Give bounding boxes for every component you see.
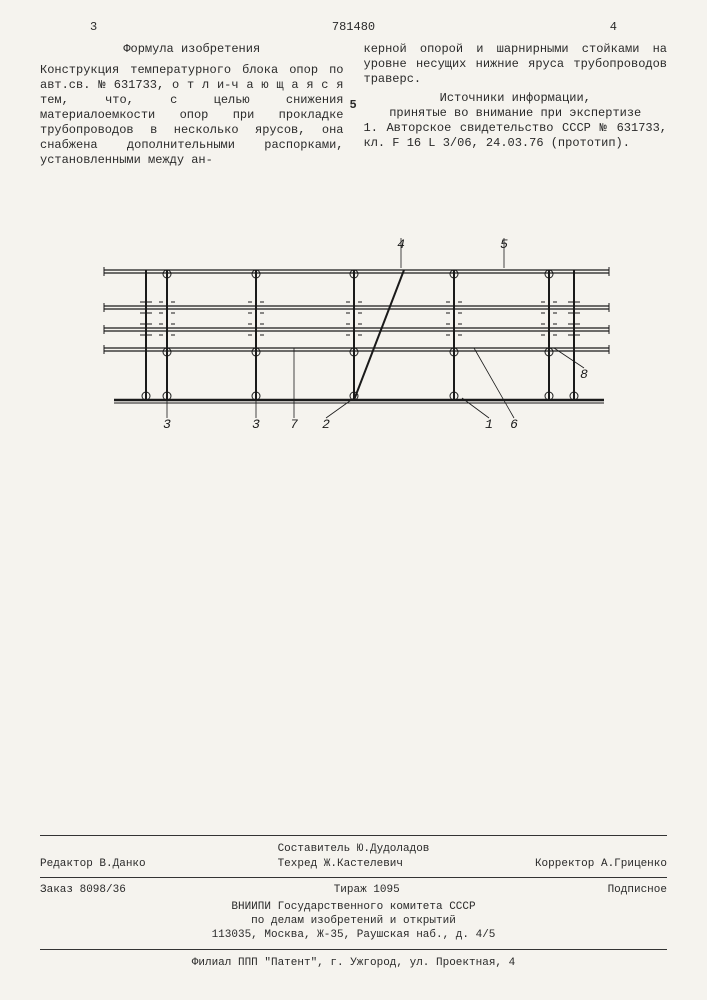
svg-text:6: 6 bbox=[510, 417, 518, 432]
order-number: Заказ 8098/36 bbox=[40, 884, 126, 896]
figure-svg: 1 2 3 3 4 5 6 7 8 bbox=[94, 228, 614, 458]
svg-text:3: 3 bbox=[252, 417, 260, 432]
right-column: 5 керной опорой и шарнирными стойками на… bbox=[364, 42, 668, 168]
right-p1: керной опорой и шарнирными стойками на у… bbox=[364, 42, 668, 87]
svg-text:8: 8 bbox=[580, 367, 588, 382]
left-column: Формула изобретения Конструкция температ… bbox=[40, 42, 344, 168]
divider bbox=[40, 835, 667, 836]
svg-text:7: 7 bbox=[290, 417, 298, 432]
svg-text:2: 2 bbox=[322, 417, 330, 432]
line-marker: 5 bbox=[350, 98, 357, 113]
corrector: Корректор А.Гриценко bbox=[535, 857, 667, 871]
compiler: Составитель Ю.Дудоладов bbox=[40, 842, 667, 856]
divider bbox=[40, 877, 667, 878]
document-number: 781480 bbox=[97, 20, 610, 34]
left-text: Конструкция температурного блока опор по… bbox=[40, 63, 344, 168]
editor: Редактор В.Данко bbox=[40, 857, 146, 871]
footer-block: Составитель Ю.Дудоладов Редактор В.Данко… bbox=[40, 829, 667, 970]
org-address: 113035, Москва, Ж-35, Раушская наб., д. … bbox=[40, 928, 667, 942]
teched: Техред Ж.Кастелевич bbox=[278, 857, 403, 871]
org-line2: по делам изобретений и открытий bbox=[40, 914, 667, 928]
formula-title: Формула изобретения bbox=[40, 42, 344, 57]
tiraz: Тираж 1095 bbox=[334, 884, 400, 896]
subscription: Подписное bbox=[608, 884, 667, 896]
svg-text:4: 4 bbox=[397, 237, 405, 252]
svg-text:1: 1 bbox=[485, 417, 493, 432]
sources-title: Источники информации, принятые во вниман… bbox=[364, 91, 668, 121]
page-number-left: 3 bbox=[90, 20, 97, 34]
page-number-right: 4 bbox=[610, 20, 617, 34]
figure-diagram: 1 2 3 3 4 5 6 7 8 bbox=[40, 228, 667, 458]
org-line1: ВНИИПИ Государственного комитета СССР bbox=[40, 900, 667, 914]
divider bbox=[40, 949, 667, 950]
branch-address: Филиал ППП "Патент", г. Ужгород, ул. Про… bbox=[40, 956, 667, 970]
svg-text:5: 5 bbox=[500, 237, 508, 252]
right-p2: 1. Авторское свидетельство СССР № 631733… bbox=[364, 121, 668, 151]
svg-text:3: 3 bbox=[163, 417, 171, 432]
